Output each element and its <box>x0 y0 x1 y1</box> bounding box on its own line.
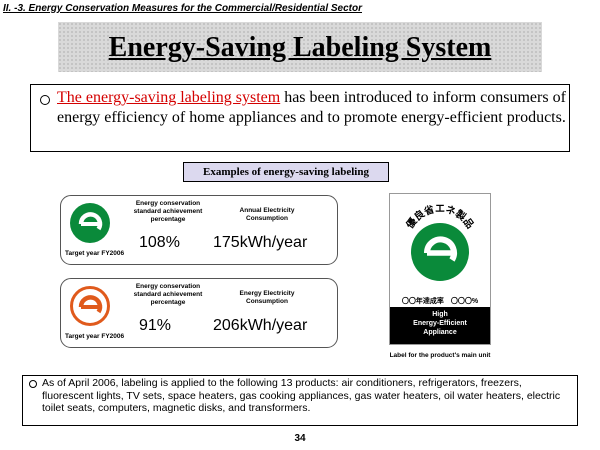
intro-text: The energy-saving labeling system has be… <box>57 88 567 128</box>
target-year: Target year FY2006 <box>65 250 125 257</box>
main-unit-label: 優良省エネ製品 〇〇年達成率 〇〇〇% High Energy-Efficien… <box>389 193 491 345</box>
products-text: As of April 2006, labeling is applied to… <box>42 377 561 415</box>
green-e-mark-icon <box>69 202 111 244</box>
consumption-label: Energy Electricity Consumption <box>239 290 295 305</box>
achievement-value: 91% <box>139 317 172 334</box>
label-card-green: Target year FY2006 Energy conservation s… <box>60 195 338 265</box>
achievement-label: Energy conservation standard achievement… <box>133 200 203 223</box>
label-card-orange: Target year FY2006 Energy conservation s… <box>60 278 338 348</box>
consumption-value: 175kWh/year <box>213 234 308 251</box>
page-number: 34 <box>294 433 306 444</box>
achievement-rate: 〇〇年達成率 〇〇〇% <box>401 298 479 305</box>
excellent-energy-saving-mark-icon: 優良省エネ製品 <box>390 194 490 307</box>
title-banner: Energy-Saving Labeling System <box>58 22 542 72</box>
banner-line-3: Appliance <box>423 329 457 336</box>
bullet-circle-icon <box>29 380 37 388</box>
products-box: As of April 2006, labeling is applied to… <box>22 375 578 426</box>
target-year: Target year FY2006 <box>65 333 125 340</box>
achievement-value: 108% <box>139 234 180 251</box>
consumption-value: 206kWh/year <box>213 317 308 334</box>
efficiency-banner: High Energy-Efficient Appliance <box>390 307 490 344</box>
section-header: II. -3. Energy Conservation Measures for… <box>3 3 362 14</box>
banner-line-1: High <box>432 311 448 318</box>
banner-line-2: Energy-Efficient <box>413 320 467 327</box>
consumption-label: Annual Electricity Consumption <box>239 207 295 222</box>
page-title: Energy-Saving Labeling System <box>108 32 492 63</box>
examples-header: Examples of energy-saving labeling <box>183 162 389 182</box>
bullet-circle-icon <box>40 95 50 105</box>
orange-e-mark-icon <box>69 285 111 327</box>
achievement-label: Energy conservation standard achievement… <box>133 283 203 306</box>
labeling-system-link[interactable]: The energy-saving labeling system <box>57 89 281 106</box>
intro-rest: has been introduced to inform consumers … <box>57 89 566 126</box>
intro-box: The energy-saving labeling system has be… <box>30 84 570 152</box>
label-caption: Label for the product's main unit <box>389 352 491 359</box>
